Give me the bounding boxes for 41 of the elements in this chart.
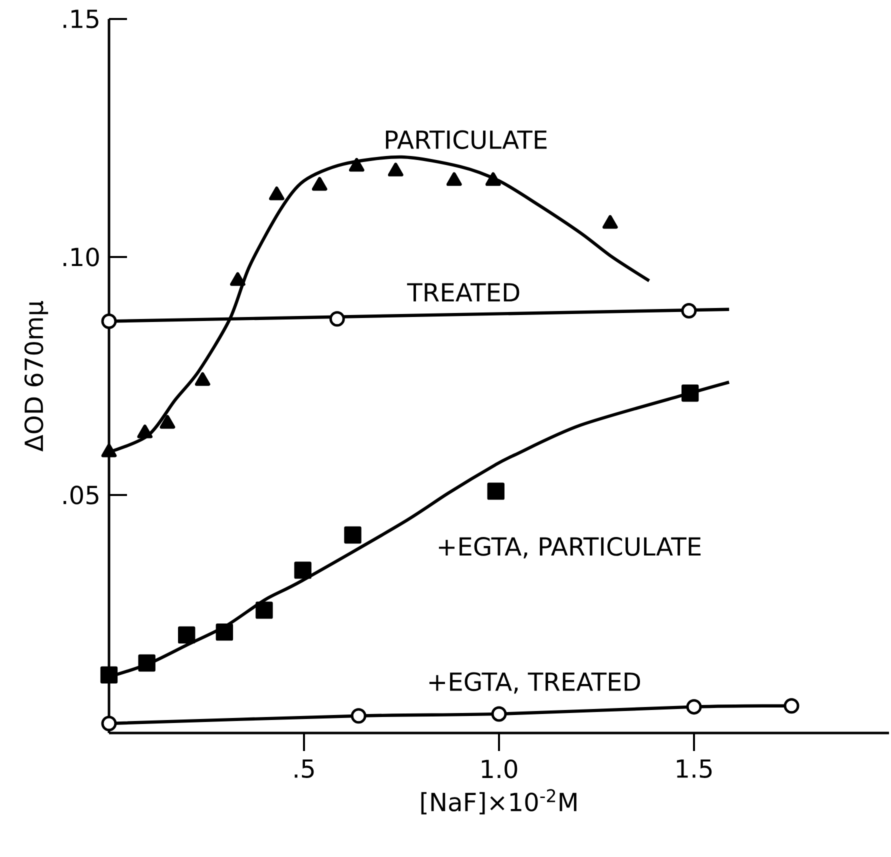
point <box>137 424 153 438</box>
point <box>100 666 118 684</box>
point <box>344 526 362 544</box>
point <box>681 303 697 319</box>
y-tick-label: .10 <box>64 248 99 266</box>
series-label: +EGTA, TREATED <box>429 672 640 694</box>
series-label: +EGTA, PARTICULATE <box>438 537 701 558</box>
point <box>216 623 234 641</box>
point <box>602 215 618 229</box>
series-label: PARTICULATE <box>386 130 547 150</box>
point <box>230 272 246 286</box>
point <box>682 384 699 402</box>
point <box>256 602 273 619</box>
point <box>388 162 404 176</box>
point <box>101 444 117 458</box>
point <box>491 706 507 722</box>
point <box>294 562 312 579</box>
point <box>487 482 504 500</box>
point <box>160 415 176 429</box>
point <box>485 172 501 186</box>
point <box>784 698 800 714</box>
x-tick-label: 1.5 <box>676 759 712 778</box>
x-axis-title: [NaF]×10$^{-2}$M <box>421 789 576 814</box>
point <box>348 158 364 172</box>
x-tick-label: 1.0 <box>482 760 518 778</box>
point <box>101 314 117 330</box>
point <box>312 176 328 191</box>
point <box>269 186 284 200</box>
point <box>329 311 345 327</box>
point <box>138 654 156 672</box>
y-tick-label: .15 <box>64 10 98 28</box>
point <box>350 708 366 724</box>
point <box>446 172 462 186</box>
point <box>194 372 210 386</box>
point <box>101 716 117 732</box>
series-label: TREATED <box>407 283 520 302</box>
y-axis-title: ΔOD 670mμ <box>24 300 48 452</box>
x-tick-label: .5 <box>294 759 314 778</box>
point <box>686 699 702 715</box>
point <box>178 626 196 644</box>
y-tick-label: .05 <box>64 486 98 504</box>
